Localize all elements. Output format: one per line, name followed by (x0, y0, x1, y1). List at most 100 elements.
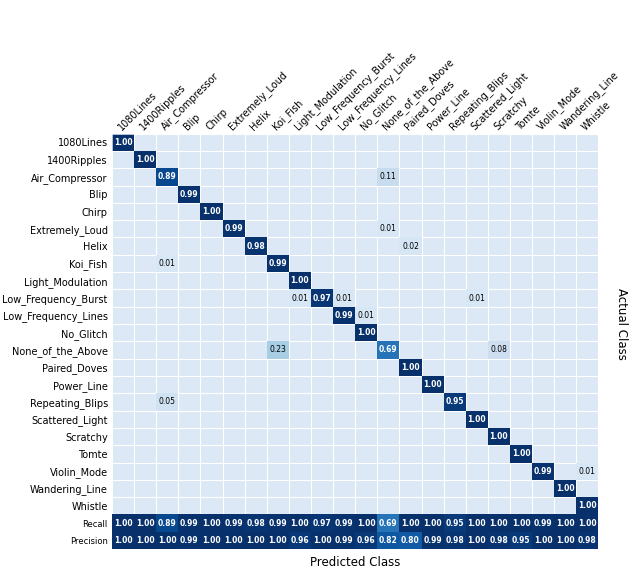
Text: 1.00: 1.00 (202, 207, 221, 216)
Text: 0.96: 0.96 (291, 536, 309, 545)
Bar (422, 532, 444, 549)
Bar (554, 480, 576, 497)
Bar (488, 428, 510, 445)
Bar (223, 514, 244, 532)
Bar (355, 532, 378, 549)
Bar (179, 185, 200, 203)
Bar (134, 532, 156, 549)
Bar (399, 532, 422, 549)
Text: 0.11: 0.11 (380, 173, 397, 181)
Bar (267, 255, 289, 272)
Bar (179, 532, 200, 549)
Text: 0.98: 0.98 (246, 242, 265, 250)
Text: 1.00: 1.00 (202, 536, 221, 545)
Bar (223, 220, 244, 238)
Bar (532, 532, 554, 549)
Text: 1.00: 1.00 (578, 519, 596, 528)
Bar (200, 532, 223, 549)
Text: 1.00: 1.00 (269, 536, 287, 545)
Text: 1.00: 1.00 (423, 380, 442, 389)
Text: 0.01: 0.01 (336, 293, 353, 303)
Text: 0.80: 0.80 (401, 536, 420, 545)
Text: 0.69: 0.69 (379, 346, 397, 354)
Text: 0.95: 0.95 (445, 397, 464, 407)
Bar (444, 532, 466, 549)
Bar (378, 168, 399, 185)
Text: 1.00: 1.00 (490, 519, 508, 528)
Bar (311, 532, 333, 549)
Text: 1.00: 1.00 (136, 155, 154, 164)
Text: 1.00: 1.00 (202, 519, 221, 528)
Text: 1.00: 1.00 (136, 536, 154, 545)
Bar (355, 514, 378, 532)
Bar (444, 514, 466, 532)
Bar (488, 514, 510, 532)
Text: 1.00: 1.00 (512, 519, 531, 528)
Bar (466, 411, 488, 428)
Text: 1.00: 1.00 (556, 484, 575, 493)
Bar (466, 289, 488, 307)
Bar (267, 342, 289, 358)
Bar (399, 358, 422, 376)
Text: 0.01: 0.01 (358, 311, 374, 320)
Text: 1.00: 1.00 (467, 415, 486, 424)
Text: 1.00: 1.00 (158, 536, 177, 545)
Bar (510, 532, 532, 549)
Bar (333, 532, 355, 549)
Text: 1.00: 1.00 (224, 536, 243, 545)
X-axis label: Predicted Class: Predicted Class (310, 556, 401, 569)
Bar (289, 289, 311, 307)
Text: 0.99: 0.99 (335, 536, 353, 545)
Bar (466, 514, 488, 532)
Text: 1.00: 1.00 (401, 363, 420, 372)
Text: 0.99: 0.99 (423, 536, 442, 545)
Text: 1.00: 1.00 (401, 519, 420, 528)
Bar (179, 514, 200, 532)
Text: 1.00: 1.00 (467, 536, 486, 545)
Bar (399, 514, 422, 532)
Text: 1.00: 1.00 (313, 536, 332, 545)
Text: 0.99: 0.99 (335, 519, 353, 528)
Text: 0.99: 0.99 (224, 519, 243, 528)
Text: 0.98: 0.98 (490, 536, 508, 545)
Text: 1.00: 1.00 (467, 519, 486, 528)
Text: 1.00: 1.00 (534, 536, 552, 545)
Text: 0.89: 0.89 (158, 173, 177, 181)
Text: 1.00: 1.00 (291, 519, 309, 528)
Text: 0.99: 0.99 (269, 519, 287, 528)
Bar (244, 532, 267, 549)
Text: 0.89: 0.89 (158, 519, 177, 528)
Bar (333, 514, 355, 532)
Text: 0.98: 0.98 (246, 519, 265, 528)
Text: 0.95: 0.95 (445, 519, 464, 528)
Text: 0.01: 0.01 (159, 259, 176, 268)
Text: 0.05: 0.05 (159, 397, 176, 407)
Text: 0.01: 0.01 (468, 293, 485, 303)
Bar (244, 238, 267, 255)
Bar (267, 514, 289, 532)
Bar (378, 532, 399, 549)
Text: 1.00: 1.00 (490, 432, 508, 441)
Text: 1.00: 1.00 (357, 519, 376, 528)
Text: 1.00: 1.00 (423, 519, 442, 528)
Bar (532, 462, 554, 480)
Text: 0.97: 0.97 (313, 519, 332, 528)
Bar (422, 376, 444, 393)
Text: 0.08: 0.08 (490, 346, 508, 354)
Text: 1.00: 1.00 (556, 536, 575, 545)
Bar (488, 532, 510, 549)
Text: 1.00: 1.00 (556, 519, 575, 528)
Bar (200, 514, 223, 532)
Text: 0.99: 0.99 (180, 536, 198, 545)
Bar (576, 514, 598, 532)
Bar (289, 514, 311, 532)
Text: 0.99: 0.99 (534, 467, 552, 476)
Text: 0.98: 0.98 (578, 536, 596, 545)
Text: 0.01: 0.01 (291, 293, 308, 303)
Bar (289, 272, 311, 289)
Bar (378, 220, 399, 238)
Text: 0.23: 0.23 (269, 346, 286, 354)
Bar (355, 307, 378, 324)
Bar (444, 393, 466, 411)
Bar (576, 462, 598, 480)
